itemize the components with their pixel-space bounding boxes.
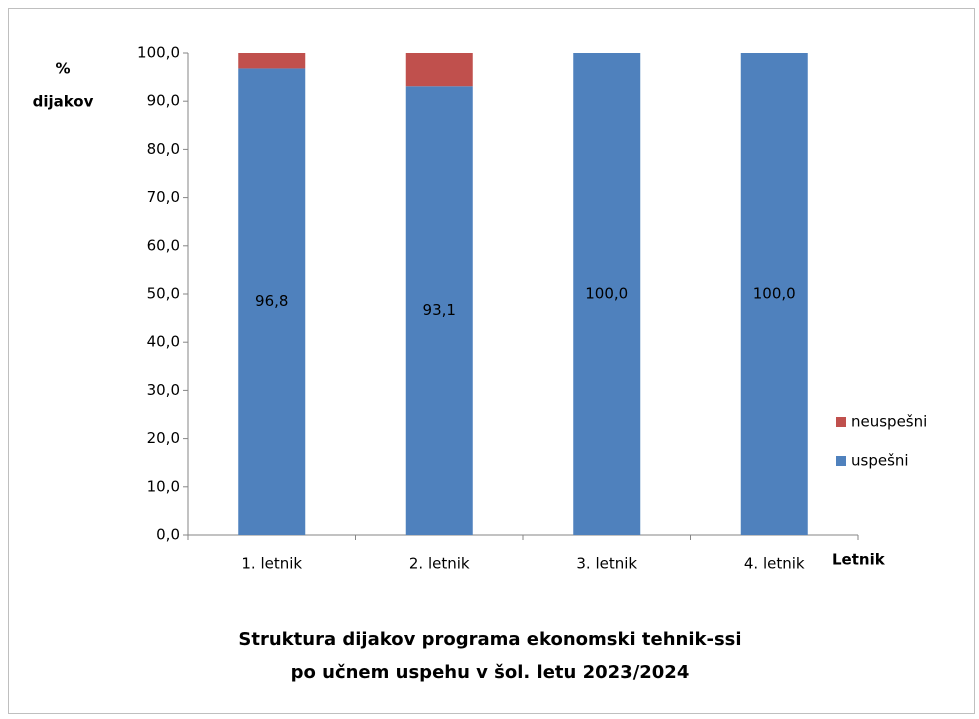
y-tick-label: 80,0 [147, 140, 180, 158]
chart-title: po učnem uspehu v šol. letu 2023/2024 [291, 662, 690, 683]
bar-segment [740, 53, 808, 535]
chart-border [8, 8, 975, 714]
y-tick-label: 50,0 [147, 285, 180, 303]
y-tick-label: 10,0 [147, 477, 180, 495]
x-axis-label: Letnik [832, 551, 886, 569]
x-tick-label: 1. letnik [241, 555, 302, 573]
data-label: 100,0 [585, 285, 628, 303]
data-label: 100,0 [753, 285, 796, 303]
chart-title: Struktura dijakov programa ekonomski teh… [238, 629, 741, 650]
legend-swatch [836, 456, 846, 466]
y-tick-label: 70,0 [147, 188, 180, 206]
y-tick-label: 0,0 [156, 526, 180, 544]
y-tick-label: 40,0 [147, 333, 180, 351]
legend-swatch [836, 417, 846, 427]
y-tick-label: 30,0 [147, 381, 180, 399]
bar-segment [238, 68, 306, 535]
bar-segment [238, 53, 306, 69]
legend-label: uspešni [851, 452, 909, 470]
y-tick-label: 60,0 [147, 236, 180, 254]
y-axis-label: % [55, 60, 70, 78]
y-tick-label: 100,0 [137, 44, 180, 62]
y-tick-label: 90,0 [147, 92, 180, 110]
y-tick-label: 20,0 [147, 429, 180, 447]
y-axis-label: dijakov [33, 93, 94, 111]
x-tick-label: 4. letnik [744, 555, 805, 573]
x-tick-label: 2. letnik [409, 555, 470, 573]
x-tick-label: 3. letnik [576, 555, 637, 573]
legend-label: neuspešni [851, 413, 927, 431]
bar-segment [405, 53, 473, 87]
bar-segment [573, 53, 641, 535]
data-label: 96,8 [255, 292, 288, 310]
bar-segment [405, 86, 473, 536]
data-label: 93,1 [423, 301, 456, 319]
